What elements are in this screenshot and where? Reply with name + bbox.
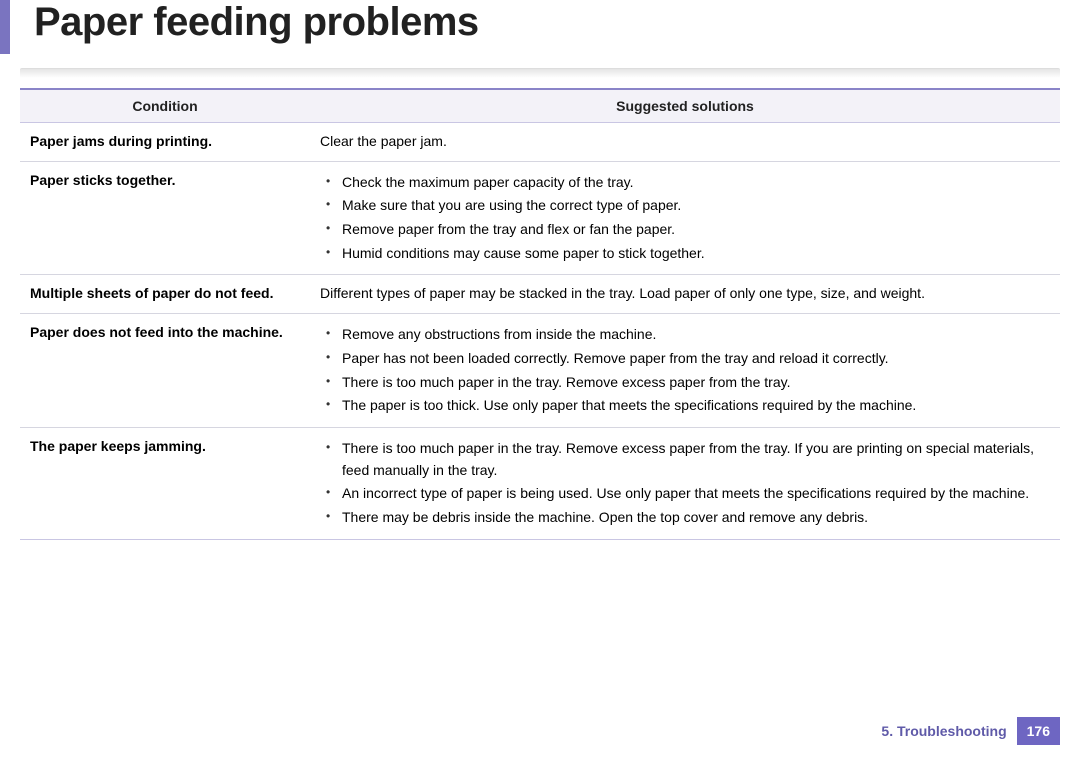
table-row: The paper keeps jamming. There is too muc…	[20, 427, 1060, 539]
solution-cell: Remove any obstructions from inside the …	[310, 314, 1060, 428]
condition-cell: The paper keeps jamming.	[20, 427, 310, 539]
condition-cell: Paper sticks together.	[20, 161, 310, 275]
condition-cell: Multiple sheets of paper do not feed.	[20, 275, 310, 314]
solution-item: Remove paper from the tray and flex or f…	[324, 219, 1050, 241]
page-title: Paper feeding problems	[34, 0, 1080, 44]
col-header-solutions: Suggested solutions	[310, 89, 1060, 123]
solution-cell: There is too much paper in the tray. Rem…	[310, 427, 1060, 539]
solution-cell: Clear the paper jam.	[310, 123, 1060, 162]
solution-item: Humid conditions may cause some paper to…	[324, 243, 1050, 265]
solution-item: An incorrect type of paper is being used…	[324, 483, 1050, 505]
solution-list: There is too much paper in the tray. Rem…	[320, 438, 1050, 529]
page-footer: 5. Troubleshooting 176	[871, 717, 1060, 745]
solution-list: Remove any obstructions from inside the …	[320, 324, 1050, 417]
table-row: Paper sticks together. Check the maximum …	[20, 161, 1060, 275]
chapter-label: 5. Troubleshooting	[871, 717, 1016, 745]
solution-list: Check the maximum paper capacity of the …	[320, 172, 1050, 265]
solution-cell: Different types of paper may be stacked …	[310, 275, 1060, 314]
table-row: Paper jams during printing.Clear the pap…	[20, 123, 1060, 162]
solution-cell: Check the maximum paper capacity of the …	[310, 161, 1060, 275]
troubleshooting-table: Condition Suggested solutions Paper jams…	[20, 88, 1060, 540]
page-number: 176	[1017, 717, 1060, 745]
solution-item: There may be debris inside the machine. …	[324, 507, 1050, 529]
condition-cell: Paper does not feed into the machine.	[20, 314, 310, 428]
condition-cell: Paper jams during printing.	[20, 123, 310, 162]
solution-item: There is too much paper in the tray. Rem…	[324, 372, 1050, 394]
solution-item: Paper has not been loaded correctly. Rem…	[324, 348, 1050, 370]
content-area: Condition Suggested solutions Paper jams…	[0, 88, 1080, 540]
header-shadow	[20, 68, 1060, 78]
page-header: Paper feeding problems	[0, 0, 1080, 54]
solution-item: Remove any obstructions from inside the …	[324, 324, 1050, 346]
solution-item: Check the maximum paper capacity of the …	[324, 172, 1050, 194]
table-row: Multiple sheets of paper do not feed.Dif…	[20, 275, 1060, 314]
col-header-condition: Condition	[20, 89, 310, 123]
table-row: Paper does not feed into the machine. Rem…	[20, 314, 1060, 428]
solution-item: The paper is too thick. Use only paper t…	[324, 395, 1050, 417]
solution-item: Make sure that you are using the correct…	[324, 195, 1050, 217]
solution-item: There is too much paper in the tray. Rem…	[324, 438, 1050, 481]
